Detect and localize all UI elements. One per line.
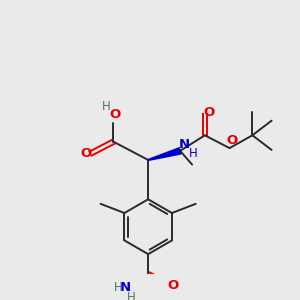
- Polygon shape: [148, 148, 181, 161]
- Text: H: H: [114, 281, 122, 295]
- Text: O: O: [204, 106, 215, 119]
- Text: H: H: [189, 147, 197, 160]
- Text: N: N: [179, 138, 190, 151]
- Text: O: O: [80, 147, 92, 160]
- Text: N: N: [120, 281, 131, 295]
- Text: H: H: [102, 100, 110, 113]
- Text: H: H: [127, 291, 136, 300]
- Text: O: O: [110, 108, 121, 121]
- Text: O: O: [167, 279, 178, 292]
- Text: O: O: [227, 134, 238, 147]
